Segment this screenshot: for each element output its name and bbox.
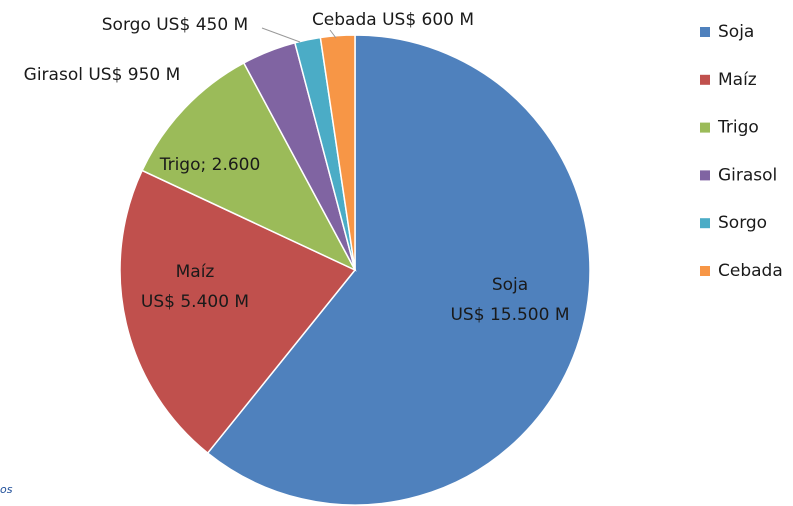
legend-label: Cebada (718, 261, 783, 281)
legend-label: Sorgo (718, 213, 767, 233)
legend-swatch (700, 266, 710, 276)
data-label: Sorgo US$ 450 M (102, 15, 248, 35)
pie-slice (206, 34, 591, 506)
legend-swatch (700, 218, 710, 229)
data-label: Trigo; 2.600 (159, 155, 261, 175)
pie-slice (141, 61, 357, 272)
legend-swatch (700, 170, 710, 181)
leader-line (329, 29, 337, 39)
footnote: os (0, 483, 13, 496)
legend-swatch (700, 74, 710, 85)
legend-label: Girasol (718, 165, 777, 185)
legend-swatch (700, 27, 710, 37)
legend-label: Maíz (718, 70, 757, 90)
legend-swatch (700, 122, 710, 133)
legend-label: Trigo (717, 118, 759, 138)
data-label: US$ 5.400 M (141, 292, 249, 312)
pie-slice (319, 34, 356, 271)
data-label: Cebada US$ 600 M (312, 10, 474, 30)
data-label: Maíz (176, 262, 215, 282)
data-label: Girasol US$ 950 M (24, 65, 181, 85)
data-label: US$ 15.500 M (450, 305, 569, 325)
leader-line (261, 27, 301, 43)
data-label: Soja (492, 275, 528, 295)
legend-label: Soja (718, 22, 754, 42)
pie-slice (119, 169, 357, 455)
